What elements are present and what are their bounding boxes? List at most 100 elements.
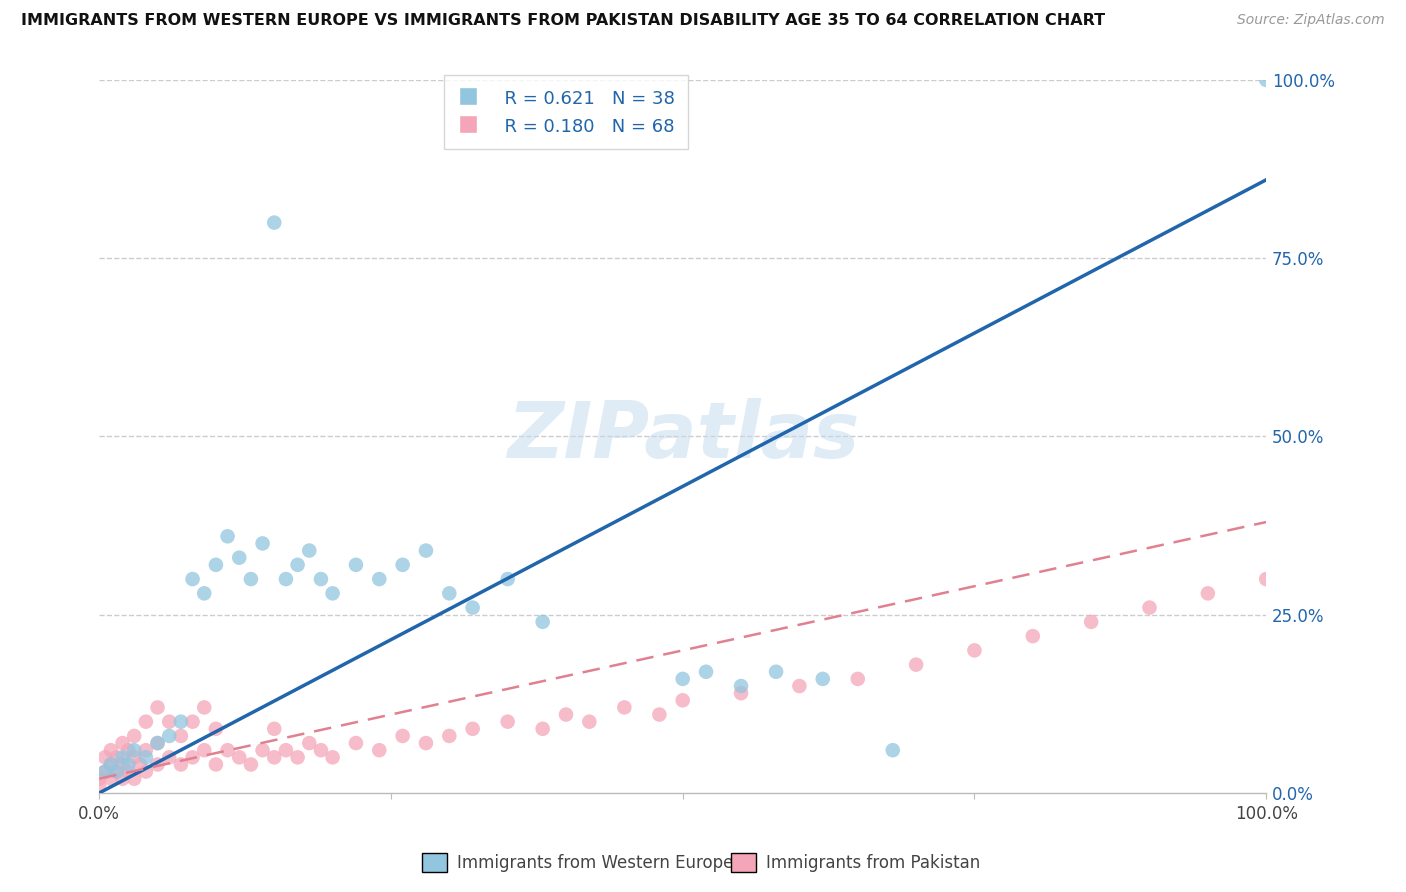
Point	[439, 586, 461, 600]
Point	[135, 750, 157, 764]
Point	[100, 743, 122, 757]
Point	[111, 736, 134, 750]
Point	[122, 729, 145, 743]
Point	[613, 700, 636, 714]
Point	[368, 572, 391, 586]
Point	[117, 764, 139, 779]
Point	[170, 729, 193, 743]
Point	[89, 779, 111, 793]
Point	[105, 750, 128, 764]
Point	[181, 714, 204, 729]
Point	[146, 757, 169, 772]
Point	[461, 600, 484, 615]
Point	[122, 750, 145, 764]
Point	[555, 707, 578, 722]
Text: Immigrants from Pakistan: Immigrants from Pakistan	[766, 854, 980, 871]
Point	[181, 572, 204, 586]
Point	[648, 707, 671, 722]
Point	[94, 750, 117, 764]
Point	[193, 743, 215, 757]
Text: Source: ZipAtlas.com: Source: ZipAtlas.com	[1237, 13, 1385, 28]
Point	[157, 714, 180, 729]
Point	[170, 714, 193, 729]
Point	[146, 736, 169, 750]
Point	[309, 743, 332, 757]
Point	[263, 216, 285, 230]
Point	[217, 529, 239, 543]
Point	[228, 750, 250, 764]
Point	[111, 750, 134, 764]
Point	[765, 665, 787, 679]
Point	[111, 757, 134, 772]
Point	[135, 714, 157, 729]
Point	[1139, 600, 1161, 615]
Point	[100, 757, 122, 772]
Point	[193, 586, 215, 600]
Point	[1080, 615, 1102, 629]
Point	[122, 743, 145, 757]
Point	[239, 572, 262, 586]
Text: Immigrants from Western Europe: Immigrants from Western Europe	[457, 854, 734, 871]
Point	[415, 543, 437, 558]
Point	[146, 700, 169, 714]
Point	[274, 572, 297, 586]
Legend:   R = 0.621   N = 38,   R = 0.180   N = 68: R = 0.621 N = 38, R = 0.180 N = 68	[444, 75, 688, 149]
Point	[322, 750, 344, 764]
Point	[94, 764, 117, 779]
Point	[672, 672, 695, 686]
Point	[100, 757, 122, 772]
Point	[252, 743, 274, 757]
Point	[695, 665, 717, 679]
Point	[391, 729, 413, 743]
Point	[94, 764, 117, 779]
Point	[263, 750, 285, 764]
Point	[117, 757, 139, 772]
Point	[298, 543, 321, 558]
Point	[105, 764, 128, 779]
Point	[111, 772, 134, 786]
Point	[205, 558, 228, 572]
Point	[181, 750, 204, 764]
Point	[391, 558, 413, 572]
Point	[117, 743, 139, 757]
Point	[263, 722, 285, 736]
Point	[963, 643, 986, 657]
Point	[122, 772, 145, 786]
Point	[205, 722, 228, 736]
Point	[146, 736, 169, 750]
Point	[89, 772, 111, 786]
Point	[252, 536, 274, 550]
Point	[239, 757, 262, 772]
Point	[344, 558, 367, 572]
Point	[439, 729, 461, 743]
Point	[811, 672, 834, 686]
Point	[309, 572, 332, 586]
Point	[193, 700, 215, 714]
Point	[1256, 572, 1278, 586]
Point	[205, 757, 228, 772]
Point	[287, 750, 309, 764]
Point	[157, 750, 180, 764]
Point	[100, 772, 122, 786]
Point	[322, 586, 344, 600]
Text: ZIPatlas: ZIPatlas	[506, 399, 859, 475]
Point	[846, 672, 869, 686]
Point	[496, 714, 519, 729]
Point	[298, 736, 321, 750]
Point	[578, 714, 600, 729]
Point	[461, 722, 484, 736]
Point	[672, 693, 695, 707]
Point	[228, 550, 250, 565]
Point	[105, 764, 128, 779]
Point	[905, 657, 928, 672]
Point	[129, 757, 152, 772]
Point	[217, 743, 239, 757]
Point	[882, 743, 904, 757]
Point	[368, 743, 391, 757]
Point	[415, 736, 437, 750]
Point	[730, 686, 752, 700]
Point	[344, 736, 367, 750]
Point	[789, 679, 811, 693]
Point	[157, 729, 180, 743]
Point	[287, 558, 309, 572]
